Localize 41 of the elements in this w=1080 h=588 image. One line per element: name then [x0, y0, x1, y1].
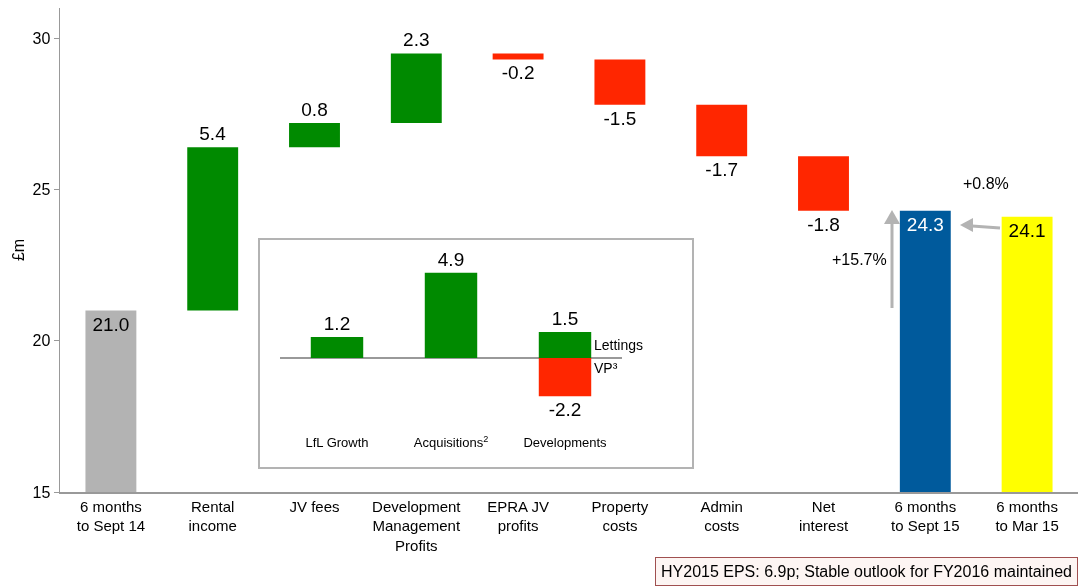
data-label: -0.2 [501, 62, 535, 84]
data-label: 4.9 [437, 248, 465, 270]
text: HY2015 EPS: 6.9p; Stable outlook for FY2016 maintained [661, 563, 1072, 580]
annotation: +15.7% [832, 251, 887, 268]
x-tick-label: LfL Growth [305, 435, 369, 450]
bar [310, 337, 364, 358]
bar [424, 272, 478, 358]
annotation: VP³ [594, 360, 618, 376]
x-tick-label: 6 months to Mar 15 [995, 497, 1059, 534]
data-label: 1.5 [551, 307, 579, 329]
y-tick-label: 30 [32, 29, 51, 47]
bar [538, 357, 592, 397]
x-tick-label: Net interest [798, 497, 849, 534]
x-tick-label: 6 months to Sept 14 [76, 497, 146, 534]
x-tick-label: Admin costs [700, 497, 743, 534]
x-tick-label: Rental income [188, 497, 237, 534]
bar [538, 331, 592, 358]
y-axis-title: £m [9, 238, 27, 262]
data-label: -1.8 [807, 213, 840, 235]
data-label: -1.7 [705, 159, 739, 181]
annotation: +0.8% [963, 175, 1009, 192]
data-label: -1.5 [603, 107, 637, 129]
data-label: 24.1 [1008, 219, 1046, 241]
data-label: 0.8 [301, 98, 328, 120]
y-tick-label: 15 [32, 483, 51, 501]
data-label: 1.2 [323, 313, 351, 335]
x-tick-label: Property costs [591, 497, 649, 534]
annotation: Lettings [594, 337, 644, 353]
x-tick-label: Development Management Profits [372, 497, 462, 554]
x-tick-label: Developments [523, 435, 608, 450]
data-label: 5.4 [199, 123, 227, 145]
data-label: 21.0 [92, 313, 130, 335]
data-label: -2.2 [548, 399, 582, 421]
data-label: 2.3 [403, 29, 430, 51]
x-tick-label: EPRA JV profits [487, 497, 549, 534]
x-tick-label: 6 months to Sept 15 [891, 497, 960, 534]
y-tick-label: 20 [32, 332, 51, 350]
x-tick-label: Acquisitions$^{2}$ [413, 433, 489, 450]
y-tick-label: 25 [32, 181, 51, 199]
data-label: 24.3 [906, 213, 944, 235]
x-tick-label: JV fees [289, 497, 340, 515]
